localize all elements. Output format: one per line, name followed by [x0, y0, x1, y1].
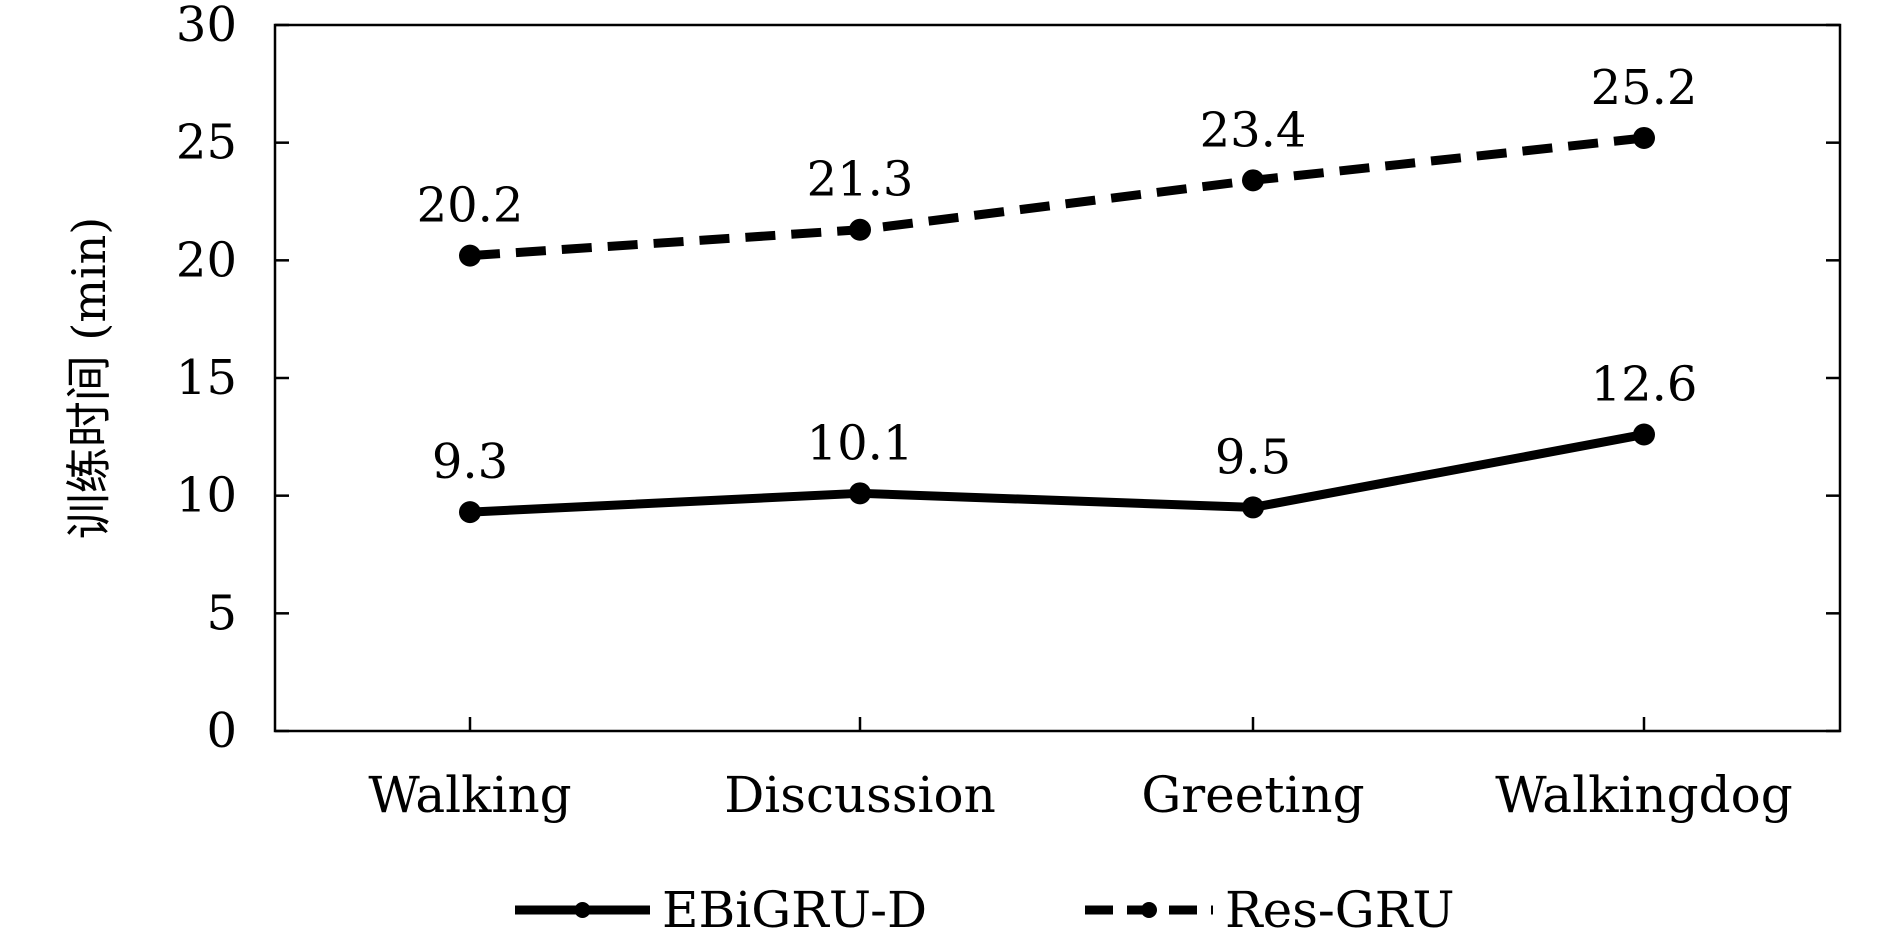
- data-point: [459, 501, 481, 524]
- data-label: 23.4: [1200, 102, 1307, 158]
- data-point: [1633, 126, 1655, 149]
- legend-label: EBiGRU-D: [662, 881, 927, 933]
- data-label: 25.2: [1591, 60, 1698, 116]
- series-layer: 9.3 10.1 9.5 12.6 20.2 21.3 23.4 25.2: [417, 60, 1698, 524]
- x-tick-label: Walking: [368, 766, 571, 824]
- data-label: 9.5: [1215, 429, 1291, 485]
- data-point: [1242, 169, 1264, 192]
- data-point: [849, 218, 871, 241]
- data-label: 10.1: [807, 415, 914, 471]
- y-axis-title: 训练时间 (min): [62, 217, 116, 539]
- y-tick-label: 10: [176, 468, 237, 524]
- data-label: 12.6: [1591, 356, 1698, 412]
- y-tick-label: 25: [176, 115, 237, 171]
- data-point: [1633, 423, 1655, 446]
- data-label: 21.3: [807, 152, 914, 208]
- legend: EBiGRU-D Res-GRU: [515, 881, 1455, 933]
- y-axis: 0 5 10 15 20 25 30: [176, 0, 1840, 759]
- y-tick-label: 5: [206, 585, 237, 641]
- series-line-ebigru-d: [469, 430, 1645, 517]
- data-point: [1242, 496, 1264, 519]
- data-label: 20.2: [417, 178, 524, 234]
- data-label: 9.3: [432, 434, 508, 490]
- y-tick-label: 15: [176, 350, 237, 406]
- x-tick-label: Discussion: [724, 766, 996, 824]
- y-tick-label: 20: [176, 232, 237, 288]
- y-tick-label: 0: [206, 703, 237, 759]
- legend-marker: [574, 902, 591, 918]
- data-point: [459, 244, 481, 267]
- x-tick-label: Greeting: [1141, 766, 1364, 824]
- data-point: [849, 482, 871, 505]
- x-axis: Walking Discussion Greeting Walkingdog: [368, 717, 1793, 824]
- legend-label: Res-GRU: [1225, 881, 1455, 933]
- x-tick-label: Walkingdog: [1495, 766, 1792, 824]
- series-line-res-gru: [469, 133, 1645, 261]
- y-tick-label: 30: [176, 0, 237, 53]
- legend-marker: [1141, 902, 1157, 918]
